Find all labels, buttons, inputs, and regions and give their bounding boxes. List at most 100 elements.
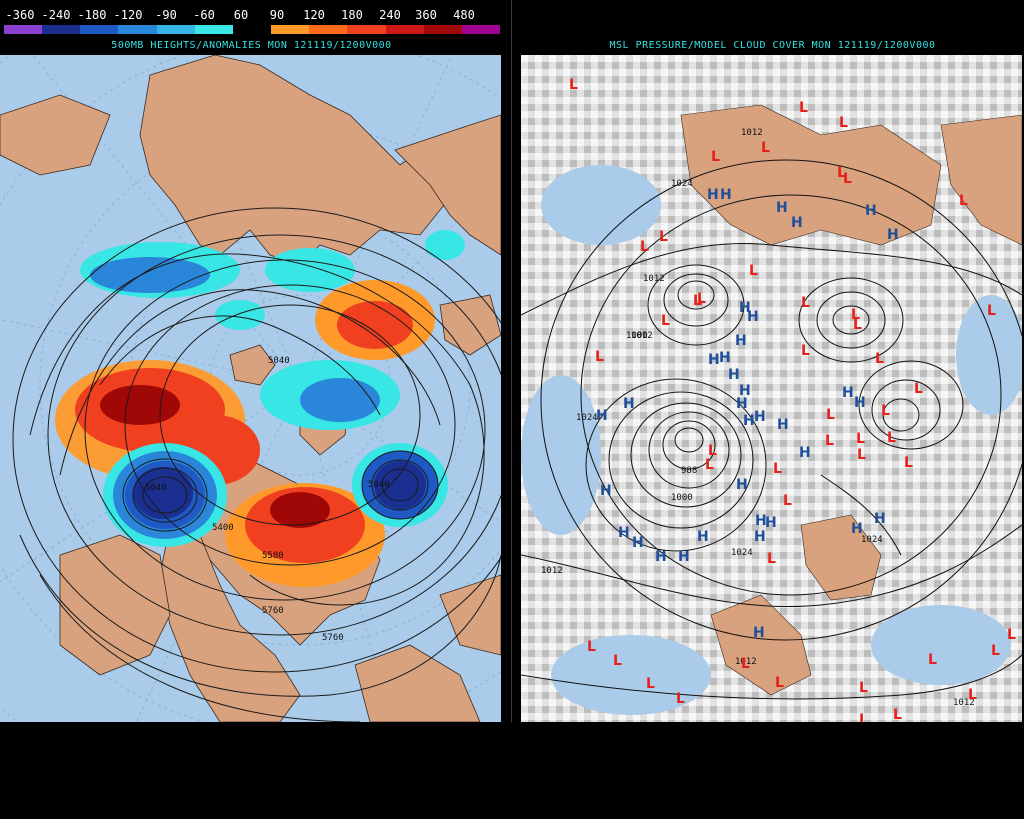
- legend-swatch: [309, 25, 348, 34]
- high-pressure-marker: H: [719, 350, 731, 366]
- isobar-label: 1012: [741, 128, 763, 138]
- legend-swatch: [232, 25, 272, 34]
- high-pressure-marker: H: [754, 409, 766, 425]
- high-pressure-marker: H: [754, 529, 766, 545]
- legend-swatch: [194, 25, 233, 34]
- low-pressure-marker: L: [659, 229, 668, 245]
- heights-anomalies-map[interactable]: 5040 5040 5040 5400 5580 5760 5760: [0, 55, 501, 722]
- legend-label: -360: [5, 8, 35, 22]
- high-pressure-marker: H: [623, 396, 635, 412]
- isobar-label: 1000: [671, 493, 693, 503]
- legend-label: -240: [41, 8, 71, 22]
- legend-swatch: [118, 25, 157, 34]
- high-pressure-marker: H: [720, 187, 732, 203]
- isobar-label: 1012: [735, 657, 757, 667]
- isobar-label: 1012: [643, 274, 665, 284]
- low-pressure-marker: L: [569, 77, 578, 93]
- low-pressure-marker: L: [837, 165, 846, 181]
- high-pressure-marker: H: [799, 445, 811, 461]
- low-pressure-marker: L: [928, 652, 937, 668]
- high-pressure-marker: H: [743, 413, 755, 429]
- anomaly-color-bar: [4, 25, 501, 34]
- high-pressure-marker: H: [618, 525, 630, 541]
- low-pressure-marker: L: [697, 291, 706, 307]
- high-pressure-marker: H: [851, 521, 863, 537]
- low-pressure-marker: L: [851, 307, 860, 323]
- high-pressure-marker: H: [728, 367, 740, 383]
- legend-swatch: [271, 25, 310, 34]
- low-pressure-marker: L: [859, 712, 868, 722]
- low-pressure-marker: L: [661, 313, 670, 329]
- warm-anomalies: [55, 280, 435, 587]
- low-pressure-marker: L: [887, 430, 896, 446]
- legend-label: 90: [269, 8, 285, 22]
- high-pressure-marker: H: [739, 383, 751, 399]
- low-pressure-marker: L: [881, 403, 890, 419]
- low-pressure-marker: L: [741, 656, 750, 672]
- msl-pressure-map[interactable]: 1012 1012 1024 1000 1024 988 1000 1012 1…: [521, 55, 1022, 722]
- isobar-label: 1012: [541, 566, 563, 576]
- cold-anomalies: [80, 230, 465, 547]
- low-pressure-marker: L: [676, 691, 685, 707]
- low-pressure-marker: L: [893, 707, 902, 722]
- low-pressure-marker: L: [595, 349, 604, 365]
- high-pressure-marker: H: [842, 385, 854, 401]
- low-pressure-marker: L: [705, 457, 714, 473]
- anomaly-legend-labels: -360 -240 -180 -120 -90 -60 60 90 120 18…: [6, 8, 500, 22]
- high-pressure-marker: H: [678, 549, 690, 565]
- low-pressure-marker: L: [968, 687, 977, 703]
- contour-labels: 5040 5040 5040 5400 5580 5760 5760: [145, 356, 390, 643]
- left-map-title: 500MB HEIGHTS/ANOMALIES MON 121119/1200V…: [111, 40, 392, 51]
- isobars: [521, 159, 1022, 700]
- high-pressure-marker: H: [865, 203, 877, 219]
- low-pressure-marker: L: [775, 675, 784, 691]
- isobar-label: 1012: [631, 331, 653, 341]
- low-pressure-marker: L: [914, 381, 923, 397]
- contour-label: 5040: [268, 356, 290, 366]
- high-pressure-marker: H: [707, 187, 719, 203]
- high-pressure-marker: H: [739, 300, 751, 316]
- low-pressure-marker: L: [711, 149, 720, 165]
- low-pressure-marker: L: [767, 551, 776, 567]
- high-pressure-marker: H: [735, 333, 747, 349]
- low-pressure-marker: L: [839, 115, 848, 131]
- low-pressure-marker: L: [761, 140, 770, 156]
- low-pressure-marker: L: [859, 680, 868, 696]
- high-pressure-marker: H: [755, 513, 767, 529]
- low-pressure-marker: L: [640, 239, 649, 255]
- panel-divider: [503, 0, 521, 819]
- low-pressure-marker: L: [587, 639, 596, 655]
- isobar-label: 1000: [626, 331, 648, 341]
- legend-swatch: [347, 25, 386, 34]
- low-pressure-marker: L: [991, 643, 1000, 659]
- legend-label: 120: [303, 8, 325, 22]
- legend-swatch: [156, 25, 195, 34]
- pressure-map-svg: 1012 1012 1024 1000 1024 988 1000 1012 1…: [521, 55, 1022, 722]
- low-pressure-marker: L: [773, 461, 782, 477]
- legend-swatch: [423, 25, 462, 34]
- low-pressure-marker: L: [826, 407, 835, 423]
- legend-swatch: [80, 25, 119, 34]
- low-pressure-marker: L: [853, 317, 862, 333]
- low-pressure-marker: L: [875, 351, 884, 367]
- legend-swatch: [461, 25, 501, 34]
- high-pressure-marker: H: [753, 625, 765, 641]
- contour-label: 5040: [368, 480, 390, 490]
- legend-swatch: [42, 25, 81, 34]
- high-pressure-marker: H: [596, 408, 608, 424]
- low-pressure-marker: L: [708, 443, 717, 459]
- isobar-label: 1024: [731, 548, 753, 558]
- isobar-label: 1024: [861, 535, 883, 545]
- contour-label: 5760: [262, 606, 284, 616]
- legend-swatch: [385, 25, 424, 34]
- high-pressure-marker: H: [708, 352, 720, 368]
- low-pressure-marker: L: [959, 193, 968, 209]
- low-pressure-marker: L: [783, 493, 792, 509]
- high-pressure-marker: H: [791, 215, 803, 231]
- high-pressure-marker: H: [874, 511, 886, 527]
- low-pressure-marker: L: [1007, 627, 1016, 643]
- right-map-title: MSL PRESSURE/MODEL CLOUD COVER MON 12111…: [609, 40, 936, 51]
- legend-label: -180: [77, 8, 107, 22]
- legend-label: 60: [233, 8, 249, 22]
- high-pressure-marker: H: [747, 309, 759, 325]
